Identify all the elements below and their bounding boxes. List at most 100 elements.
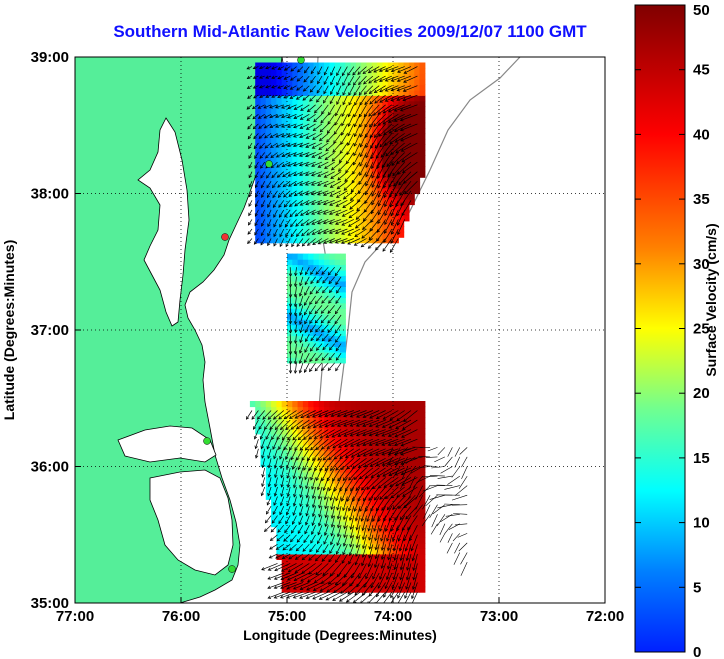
velocity-cell — [281, 166, 288, 173]
velocity-cell — [340, 493, 346, 500]
velocity-cell — [371, 171, 378, 178]
velocity-cell — [334, 439, 341, 446]
velocity-cell — [302, 89, 309, 96]
velocity-arrowhead — [313, 579, 318, 584]
velocity-cell — [419, 406, 426, 413]
velocity-cell — [382, 575, 389, 582]
velocity-arrow — [306, 133, 316, 139]
velocity-arrowhead — [317, 495, 322, 500]
velocity-arrowhead — [266, 174, 270, 179]
velocity-cell — [334, 455, 341, 462]
velocity-cell — [366, 188, 373, 195]
velocity-arrow — [253, 419, 259, 430]
velocity-arrowhead — [280, 576, 285, 581]
velocity-arrow — [404, 582, 412, 599]
velocity-arrow — [305, 190, 316, 196]
velocity-arrowhead — [397, 594, 401, 599]
velocity-cell — [308, 275, 315, 282]
velocity-cell — [281, 111, 288, 118]
velocity-arrowhead — [293, 182, 298, 187]
velocity-arrowhead — [371, 184, 375, 188]
velocity-cell — [345, 461, 352, 468]
velocity-arrow — [299, 152, 310, 157]
velocity-arrow — [334, 123, 342, 135]
velocity-arrowhead — [303, 69, 308, 74]
velocity-arrowhead — [265, 436, 269, 440]
velocity-arrow — [390, 219, 399, 235]
velocity-arrowhead — [332, 477, 336, 482]
velocity-cell — [276, 450, 283, 457]
velocity-arrowhead — [355, 433, 360, 437]
velocity-arrow — [281, 142, 291, 147]
velocity-arrowhead — [254, 194, 259, 198]
velocity-arrow — [281, 133, 291, 138]
velocity-arrowhead — [309, 311, 313, 315]
velocity-arrow — [347, 133, 355, 146]
velocity-arrowhead — [396, 78, 401, 83]
velocity-arrow — [299, 353, 304, 364]
velocity-arrowhead — [347, 223, 352, 227]
velocity-arrowhead — [395, 203, 399, 208]
velocity-cell — [414, 444, 421, 451]
velocity-arrow — [401, 467, 418, 475]
velocity-arrow — [258, 114, 265, 119]
velocity-arrow — [296, 238, 304, 247]
velocity-cell — [297, 330, 304, 337]
colorbar-tick-label: 5 — [693, 579, 701, 596]
velocity-arrow — [364, 457, 380, 468]
velocity-arrowhead — [347, 72, 351, 76]
velocity-cell — [260, 138, 267, 145]
velocity-cell — [371, 488, 378, 495]
velocity-arrowhead — [294, 329, 298, 334]
velocity-cell — [297, 78, 304, 85]
velocity-arrow — [322, 544, 329, 553]
velocity-cell — [302, 62, 309, 69]
velocity-arrowhead — [345, 169, 349, 174]
velocity-arrowhead — [355, 553, 359, 557]
velocity-cell — [297, 581, 304, 588]
velocity-arrowhead — [324, 424, 329, 428]
velocity-cell — [382, 411, 389, 418]
velocity-cell — [265, 117, 272, 124]
velocity-arrow — [286, 458, 291, 469]
velocity-cell — [271, 62, 277, 69]
velocity-arrowhead — [371, 165, 375, 170]
velocity-cell — [324, 204, 330, 211]
velocity-arrow — [399, 505, 412, 520]
velocity-cell — [340, 297, 346, 304]
velocity-arrow — [410, 534, 418, 551]
velocity-cell — [276, 100, 283, 107]
velocity-arrow — [293, 477, 297, 488]
velocity-arrow — [300, 324, 304, 333]
velocity-arrow — [323, 209, 335, 215]
velocity-cell — [419, 450, 426, 457]
velocity-arrowhead — [320, 310, 325, 314]
velocity-cell — [287, 581, 293, 588]
velocity-cell — [276, 117, 283, 124]
velocity-arrow — [299, 305, 304, 316]
velocity-arrow — [329, 343, 335, 351]
velocity-cell — [324, 586, 330, 593]
velocity-arrowhead — [307, 425, 311, 429]
velocity-arrowhead — [304, 359, 308, 364]
velocity-arrow — [305, 477, 310, 489]
map-layer — [75, 57, 521, 603]
velocity-cell — [313, 128, 320, 135]
velocity-cell — [313, 209, 320, 216]
velocity-arrowhead — [293, 134, 297, 138]
velocity-arrow — [290, 85, 297, 90]
velocity-arrow — [407, 466, 416, 478]
velocity-arrowhead — [315, 290, 320, 294]
velocity-cell — [366, 537, 373, 544]
velocity-arrow — [458, 542, 468, 552]
velocity-cell — [350, 482, 357, 489]
velocity-arrow — [306, 228, 316, 236]
velocity-arrowhead — [301, 425, 306, 429]
velocity-arrowhead — [336, 101, 340, 105]
velocity-cell — [340, 231, 346, 238]
velocity-cell — [302, 466, 309, 473]
velocity-arrowhead — [318, 424, 323, 428]
velocity-cell — [287, 504, 293, 511]
velocity-arrowhead — [364, 124, 368, 128]
velocity-cell — [382, 128, 389, 135]
